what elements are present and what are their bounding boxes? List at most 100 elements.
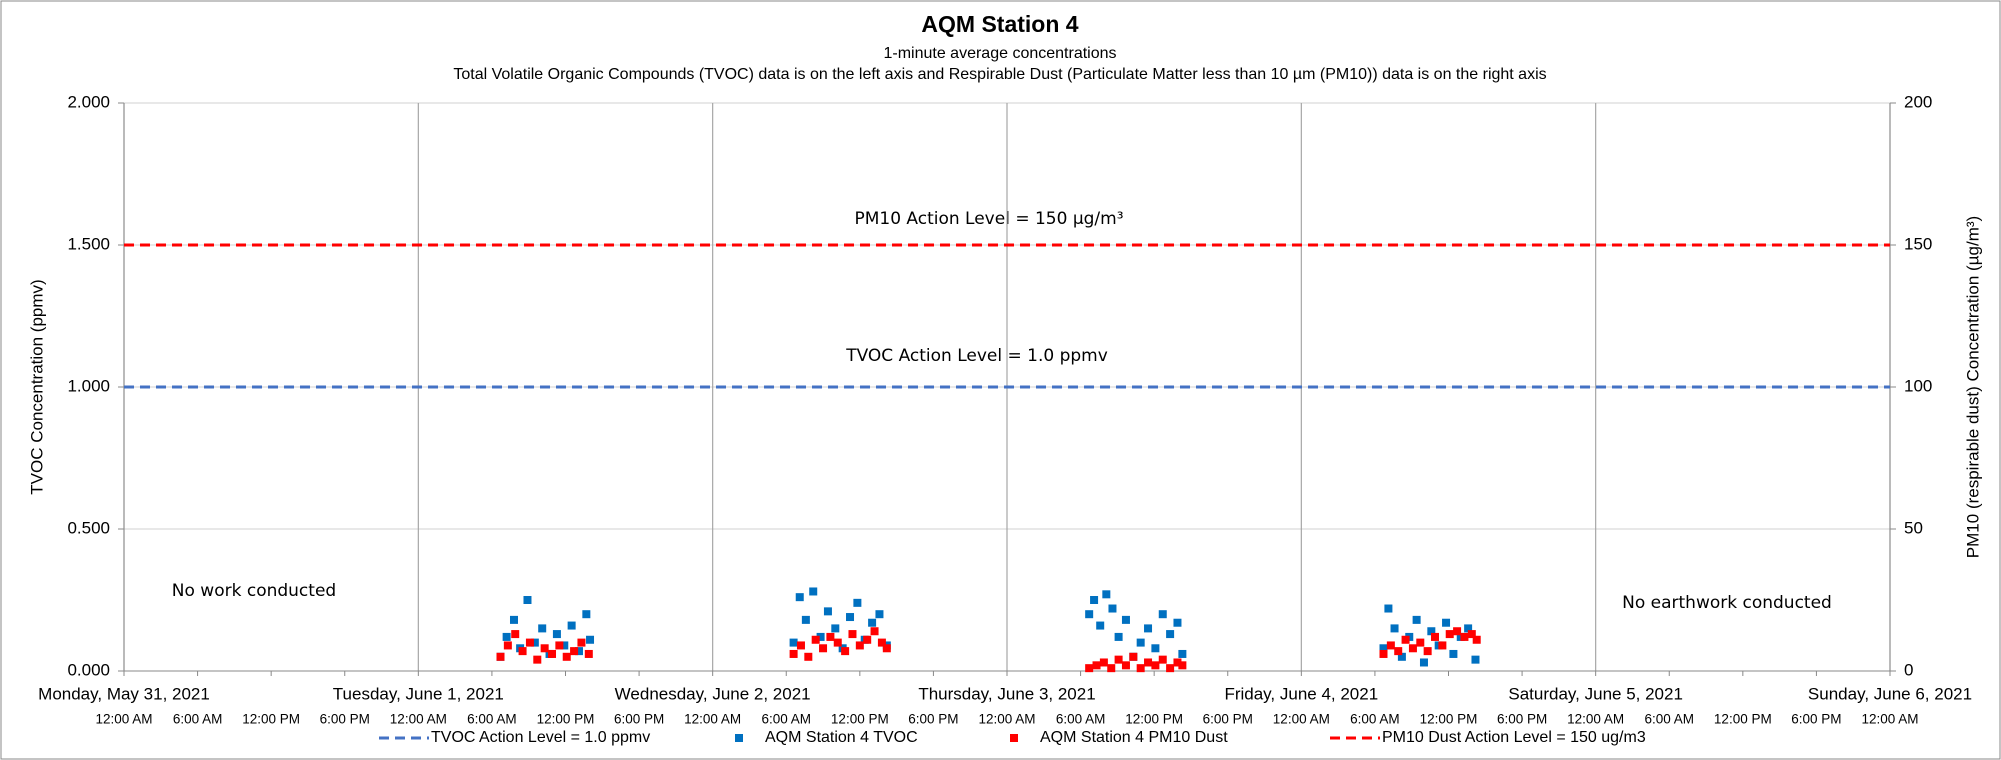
x-tick-label: 12:00 AM — [1567, 712, 1624, 727]
scatter-point — [853, 598, 862, 607]
scatter-point — [1449, 649, 1458, 658]
scatter-point — [1408, 644, 1417, 653]
scatter-point — [819, 644, 828, 653]
x-tick-label: 6:00 AM — [467, 712, 517, 727]
scatter-point — [525, 638, 534, 647]
scatter-point — [1136, 638, 1145, 647]
scatter-point — [1158, 610, 1167, 619]
scatter-point — [855, 641, 864, 650]
scatter-point — [1114, 655, 1123, 664]
scatter-point — [804, 652, 813, 661]
scatter-point — [1121, 661, 1130, 670]
scatter-point — [1108, 604, 1117, 613]
chart-subtitle: Total Volatile Organic Compounds (TVOC) … — [453, 66, 1546, 83]
scatter-point — [875, 610, 884, 619]
x-tick-label: 12:00 PM — [537, 712, 595, 727]
scatter-point — [1401, 635, 1410, 644]
scatter-point — [1412, 615, 1421, 624]
scatter-point — [533, 655, 542, 664]
scatter-point — [584, 649, 593, 658]
scatter-point — [1151, 661, 1160, 670]
scatter-point — [1386, 641, 1395, 650]
scatter-point — [816, 632, 825, 641]
x-tick-label: 6:00 AM — [1644, 712, 1694, 727]
scatter-point — [1090, 596, 1099, 604]
scatter-point — [831, 624, 840, 633]
scatter-point — [1085, 610, 1094, 619]
scatter-point — [833, 638, 842, 647]
scatter-point — [1471, 655, 1480, 664]
x-tick-label: 12:00 PM — [242, 712, 300, 727]
scatter-point — [801, 615, 810, 624]
x-tick-label: 6:00 AM — [761, 712, 811, 727]
scatter-point — [562, 652, 571, 661]
scatter-point — [502, 632, 511, 641]
scatter-point — [1178, 661, 1187, 670]
scatter-point — [1102, 590, 1111, 599]
x-tick-label: 6:00 AM — [1350, 712, 1400, 727]
legend-label: AQM Station 4 PM10 Dust — [1040, 729, 1228, 746]
scatter-point — [796, 641, 805, 650]
scatter-point — [1085, 664, 1094, 673]
scatter-point — [586, 635, 595, 644]
scatter-point — [1464, 624, 1473, 633]
legend-swatch — [1010, 734, 1018, 742]
scatter-point — [882, 644, 891, 653]
scatter-point — [846, 613, 855, 622]
scatter-point — [509, 615, 518, 624]
scatter-point — [1096, 621, 1105, 630]
x-tick-label: 6:00 PM — [908, 712, 958, 727]
scatter-point — [555, 641, 564, 650]
scatter-point — [1379, 649, 1388, 658]
x-major-label: Sunday, June 6, 2021 — [1808, 684, 1972, 703]
x-tick-label: 6:00 PM — [614, 712, 664, 727]
x-tick-label: 6:00 PM — [1791, 712, 1841, 727]
x-major-label: Thursday, June 3, 2021 — [918, 684, 1095, 703]
scatter-point — [1129, 652, 1138, 661]
scatter-point — [1092, 661, 1101, 670]
scatter-point — [1173, 618, 1182, 627]
x-tick-label: 12:00 PM — [1125, 712, 1183, 727]
x-tick-label: 12:00 AM — [95, 712, 152, 727]
x-tick-label: 6:00 PM — [320, 712, 370, 727]
scatter-point — [1173, 658, 1182, 667]
scatter-point — [1442, 618, 1451, 627]
scatter-point — [826, 632, 835, 641]
scatter-point — [530, 638, 539, 647]
x-tick-label: 6:00 AM — [173, 712, 223, 727]
y2-tick-label: 0 — [1904, 660, 1913, 679]
chart-subtitle: 1-minute average concentrations — [883, 45, 1116, 62]
scatter-point — [877, 638, 886, 647]
chart-title: AQM Station 4 — [921, 11, 1078, 37]
scatter-point — [1099, 658, 1108, 667]
y2-tick-label: 100 — [1904, 376, 1932, 395]
scatter-point — [560, 641, 569, 650]
scatter-point — [1453, 627, 1462, 636]
scatter-point — [1419, 658, 1428, 667]
x-tick-label: 12:00 PM — [831, 712, 889, 727]
scatter-point — [1144, 658, 1153, 667]
x-major-label: Wednesday, June 2, 2021 — [615, 684, 811, 703]
x-major-label: Saturday, June 5, 2021 — [1508, 684, 1683, 703]
scatter-point — [511, 630, 520, 639]
scatter-point — [1151, 644, 1160, 653]
scatter-point — [1460, 632, 1469, 641]
x-tick-label: 12:00 PM — [1714, 712, 1772, 727]
x-tick-label: 12:00 AM — [684, 712, 741, 727]
x-tick-label: 12:00 PM — [1420, 712, 1478, 727]
scatter-point — [1416, 638, 1425, 647]
y2-tick-label: 50 — [1904, 518, 1923, 537]
scatter-point — [523, 596, 532, 604]
y2-axis-label: PM10 (respirable dust) Concentration (µg… — [1963, 216, 1982, 558]
y2-tick-label: 200 — [1904, 92, 1932, 111]
scatter-point — [1114, 632, 1123, 641]
x-tick-label: 12:00 AM — [1861, 712, 1918, 727]
scatter-point — [1379, 644, 1388, 653]
x-major-label: Tuesday, June 1, 2021 — [333, 684, 504, 703]
y-tick-label: 1.000 — [67, 376, 110, 395]
scatter-point — [809, 587, 818, 596]
scatter-point — [789, 649, 798, 658]
x-tick-label: 12:00 AM — [390, 712, 447, 727]
x-tick-label: 6:00 AM — [1056, 712, 1106, 727]
